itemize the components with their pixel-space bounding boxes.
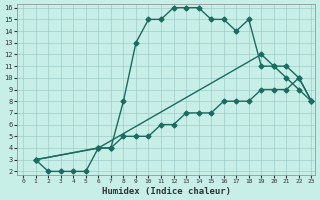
- X-axis label: Humidex (Indice chaleur): Humidex (Indice chaleur): [101, 187, 230, 196]
